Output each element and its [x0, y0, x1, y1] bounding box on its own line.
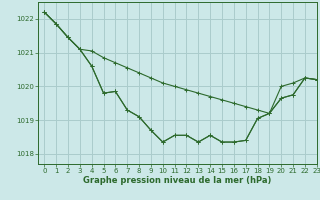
X-axis label: Graphe pression niveau de la mer (hPa): Graphe pression niveau de la mer (hPa) [84, 176, 272, 185]
